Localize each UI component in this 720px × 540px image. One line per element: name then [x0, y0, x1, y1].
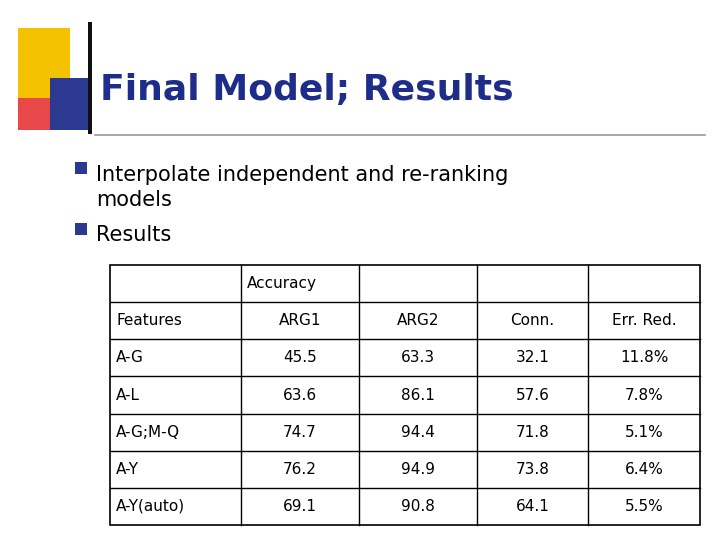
Text: 64.1: 64.1 — [516, 499, 549, 514]
Text: 69.1: 69.1 — [283, 499, 317, 514]
Text: 5.1%: 5.1% — [625, 424, 664, 440]
Text: A-G;M-Q: A-G;M-Q — [116, 424, 180, 440]
Text: Final Model; Results: Final Model; Results — [100, 73, 513, 107]
Text: 94.4: 94.4 — [401, 424, 435, 440]
Text: 63.3: 63.3 — [401, 350, 435, 366]
Text: ARG1: ARG1 — [279, 313, 321, 328]
Text: 86.1: 86.1 — [401, 388, 435, 402]
Text: Interpolate independent and re-ranking: Interpolate independent and re-ranking — [96, 165, 508, 185]
Text: 32.1: 32.1 — [516, 350, 549, 366]
Text: 63.6: 63.6 — [283, 388, 317, 402]
Bar — [18, 28, 70, 98]
Text: Features: Features — [116, 313, 182, 328]
Text: A-L: A-L — [116, 388, 140, 402]
Text: Conn.: Conn. — [510, 313, 554, 328]
Text: 73.8: 73.8 — [516, 462, 549, 477]
Text: 76.2: 76.2 — [283, 462, 317, 477]
Text: 6.4%: 6.4% — [625, 462, 664, 477]
Text: models: models — [96, 190, 172, 210]
Text: 45.5: 45.5 — [283, 350, 317, 366]
Text: 90.8: 90.8 — [401, 499, 435, 514]
Text: A-G: A-G — [116, 350, 144, 366]
Text: 71.8: 71.8 — [516, 424, 549, 440]
Text: 94.9: 94.9 — [401, 462, 435, 477]
Bar — [18, 78, 58, 130]
Text: Err. Red.: Err. Red. — [612, 313, 677, 328]
Text: 7.8%: 7.8% — [625, 388, 664, 402]
Bar — [75, 162, 87, 174]
Bar — [110, 265, 700, 525]
Text: Results: Results — [96, 225, 171, 245]
Text: 74.7: 74.7 — [283, 424, 317, 440]
Bar — [75, 223, 87, 235]
Text: A-Y(auto): A-Y(auto) — [116, 499, 185, 514]
Bar — [88, 22, 92, 134]
Text: Accuracy: Accuracy — [247, 276, 317, 291]
Text: 5.5%: 5.5% — [625, 499, 664, 514]
Text: ARG2: ARG2 — [397, 313, 439, 328]
Text: 11.8%: 11.8% — [620, 350, 668, 366]
Text: A-Y: A-Y — [116, 462, 139, 477]
Text: 57.6: 57.6 — [516, 388, 549, 402]
Bar — [50, 78, 90, 130]
